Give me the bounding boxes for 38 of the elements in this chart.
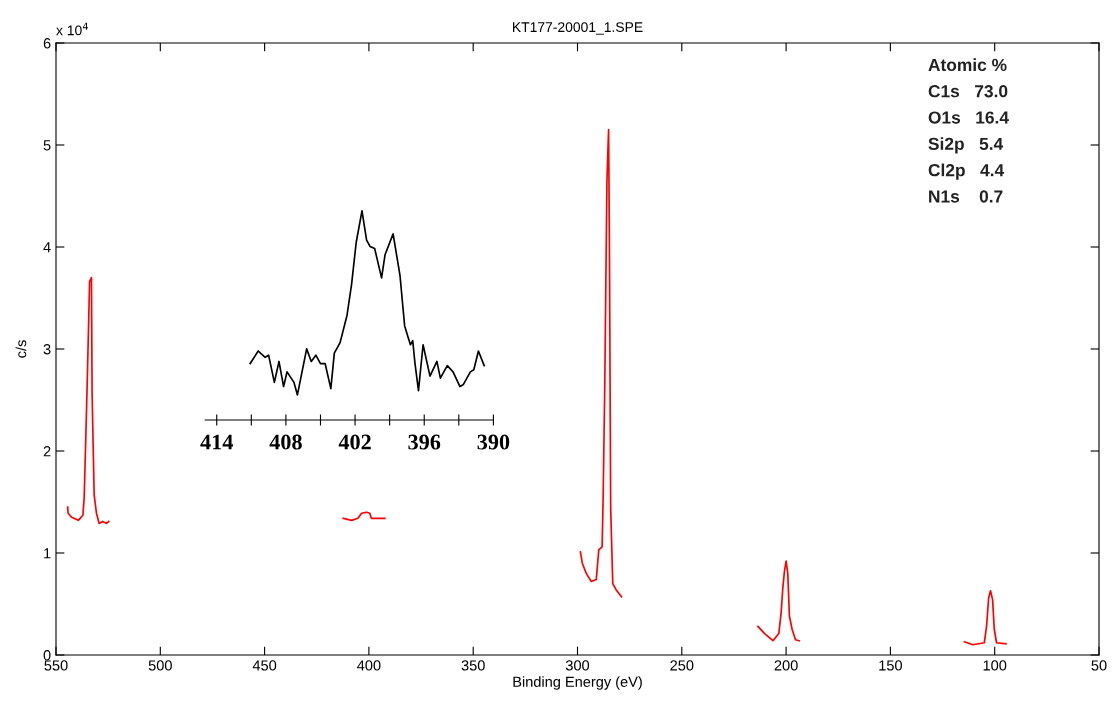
annotation: Si2p 5.4 (928, 137, 1004, 154)
x-tick-label: 396 (408, 434, 441, 450)
x-tick-label: 150 (879, 660, 902, 671)
x-tick-label: 408 (269, 434, 302, 450)
x-tick-label: 250 (670, 660, 694, 671)
chart-title: KT177-20001_1.SPE (513, 22, 643, 35)
x-tick-label: 550 (44, 660, 68, 671)
y-tick-label: 6 (43, 38, 51, 49)
x-tick-label: 414 (200, 434, 233, 450)
x-axis-title: Binding Energy (eV) (513, 676, 642, 690)
text: x 10$^{4}$ (56, 22, 89, 36)
x-tick-label: 402 (338, 434, 371, 450)
x-tick-label: 200 (774, 660, 798, 671)
y-tick-label: 2 (43, 446, 51, 457)
line-series (66, 276, 110, 525)
y-tick-label: 0 (43, 650, 51, 661)
line-series (579, 128, 623, 598)
line-series (342, 511, 386, 522)
y-tick-label: 1 (44, 548, 51, 559)
y-tick-label: 5 (43, 140, 51, 151)
x-tick-label: 400 (357, 660, 381, 671)
y-tick-label: 4 (43, 242, 51, 253)
annotation: C1s 73.0 (928, 85, 1008, 98)
x-tick-label: 300 (565, 660, 590, 671)
annotation: N1s 0.7 (929, 190, 1003, 203)
x-tick-label: 390 (477, 434, 510, 450)
x-tick-label: 50 (1091, 660, 1107, 671)
x-tick-label: 450 (252, 660, 277, 671)
x-tick-label: 100 (983, 660, 1007, 671)
annotation: Cl2p 4.4 (928, 163, 1005, 180)
annotation: Atomic % (928, 58, 1007, 72)
y-axis-title: c/s (15, 340, 27, 358)
y-tick-label: 3 (43, 344, 51, 355)
x-tick-label: 500 (148, 660, 172, 671)
x-tick-label: 350 (461, 660, 485, 671)
annotation: O1s 16.4 (928, 111, 1009, 124)
line-series (963, 589, 1007, 646)
line-series (757, 560, 801, 642)
